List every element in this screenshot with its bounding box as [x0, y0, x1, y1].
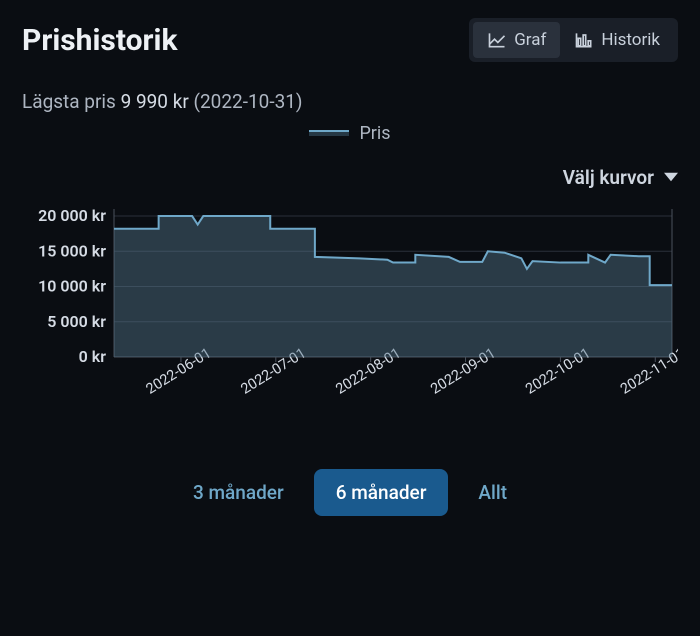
historik-toggle[interactable]: Historik	[560, 22, 674, 58]
legend-item-pris: Pris	[309, 123, 390, 144]
lowest-date: (2022-10-31)	[194, 90, 303, 113]
range-all[interactable]: Allt	[456, 469, 529, 516]
range-3-months[interactable]: 3 månader	[171, 469, 306, 516]
svg-text:20 000 kr: 20 000 kr	[38, 206, 106, 225]
chart-legend: Pris	[22, 121, 678, 144]
curves-selector[interactable]: Välj kurvor	[563, 166, 678, 189]
lowest-price-line: Lägsta pris 9 990 kr (2022-10-31)	[22, 90, 678, 113]
view-toggle-group: Graf Historik	[469, 18, 678, 62]
price-chart: 0 kr5 000 kr10 000 kr15 000 kr20 000 kr2…	[22, 203, 678, 413]
bar-chart-icon	[574, 30, 594, 50]
range-row: 3 månader 6 månader Allt	[22, 469, 678, 516]
header: Prishistorik Graf Historik	[22, 18, 678, 62]
graf-toggle[interactable]: Graf	[473, 22, 560, 58]
svg-text:15 000 kr: 15 000 kr	[38, 241, 106, 260]
curves-row: Välj kurvor	[22, 166, 678, 189]
historik-toggle-label: Historik	[601, 30, 660, 50]
lowest-prefix: Lägsta pris	[22, 90, 116, 113]
range-6-months[interactable]: 6 månader	[314, 469, 449, 516]
svg-text:10 000 kr: 10 000 kr	[38, 276, 106, 295]
graf-toggle-label: Graf	[514, 30, 546, 50]
page-title: Prishistorik	[22, 23, 177, 58]
legend-swatch	[309, 130, 349, 136]
chevron-down-icon	[664, 170, 678, 184]
legend-label: Pris	[359, 123, 390, 144]
curves-selector-label: Välj kurvor	[563, 166, 654, 189]
svg-text:0 kr: 0 kr	[79, 347, 107, 366]
svg-text:5 000 kr: 5 000 kr	[47, 311, 106, 330]
chart-svg: 0 kr5 000 kr10 000 kr15 000 kr20 000 kr2…	[22, 203, 678, 413]
line-chart-icon	[487, 30, 507, 50]
lowest-price: 9 990 kr	[121, 90, 189, 113]
